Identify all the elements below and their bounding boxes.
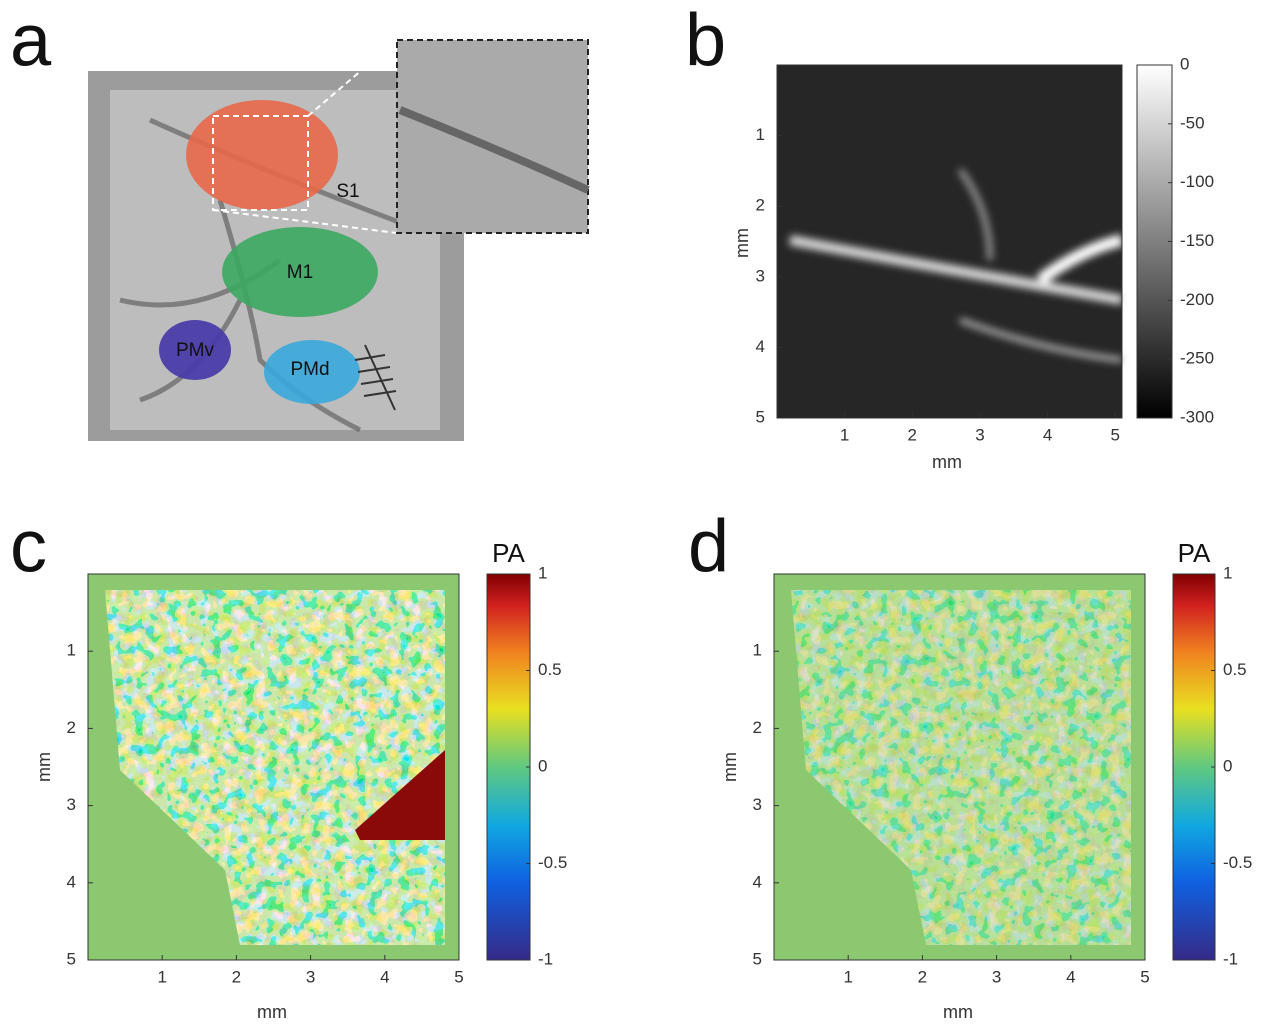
colorbar-tick-label: -50 bbox=[1180, 113, 1205, 132]
y-tick-label: 1 bbox=[756, 125, 765, 144]
colorbar-title: PA bbox=[1178, 538, 1211, 568]
colorbar-title: PA bbox=[492, 538, 525, 568]
x-tick-label: 3 bbox=[306, 967, 315, 986]
colorbar-tick-label: -1 bbox=[538, 949, 553, 968]
x-tick-label: 1 bbox=[840, 425, 849, 444]
colorbar-tick-label: 0 bbox=[1223, 756, 1232, 775]
x-tick-label: 4 bbox=[1066, 967, 1075, 986]
x-tick-label: 5 bbox=[1140, 967, 1149, 986]
colorbar-tick-label: 0.5 bbox=[538, 660, 562, 679]
y-tick-label: 2 bbox=[67, 718, 76, 737]
y-tick-label: 2 bbox=[753, 718, 762, 737]
colorbar-tick-label: -200 bbox=[1180, 290, 1214, 309]
colorbar-tick-label: 1 bbox=[538, 563, 547, 582]
x-tick-label: 4 bbox=[1043, 425, 1052, 444]
colorbar-tick-label: 1 bbox=[1223, 563, 1232, 582]
y-axis-label: mm bbox=[34, 752, 54, 782]
y-tick-label: 3 bbox=[67, 795, 76, 814]
colorbar-tick-label: 0 bbox=[1180, 54, 1189, 73]
x-axis-label: mm bbox=[943, 1002, 973, 1022]
inset bbox=[397, 40, 588, 233]
colorbar-tick-label: -250 bbox=[1180, 349, 1214, 368]
colorbar-tick-label: -0.5 bbox=[1223, 853, 1252, 872]
region-label: M1 bbox=[287, 262, 313, 283]
panel-label: b bbox=[685, 0, 726, 82]
region-label: S1 bbox=[336, 181, 359, 202]
y-tick-label: 4 bbox=[67, 872, 76, 891]
y-tick-label: 5 bbox=[753, 949, 762, 968]
y-tick-label: 4 bbox=[753, 872, 762, 891]
pa-image bbox=[777, 65, 1122, 418]
x-tick-label: 5 bbox=[454, 967, 463, 986]
x-axis-label: mm bbox=[257, 1002, 287, 1022]
x-tick-label: 4 bbox=[380, 967, 389, 986]
x-tick-label: 2 bbox=[232, 967, 241, 986]
y-axis-label: mm bbox=[720, 752, 740, 782]
x-tick-label: 2 bbox=[908, 425, 917, 444]
panel-label: d bbox=[688, 505, 729, 588]
colorbar-tick-label: -150 bbox=[1180, 231, 1214, 250]
colorbar-tick-label: -100 bbox=[1180, 172, 1214, 191]
colorbar-tick-label: 0 bbox=[538, 756, 547, 775]
figure: a S1 M1 PMv PMd b 1 2 3 4 5 1 2 3 bbox=[0, 0, 1268, 1027]
x-tick-label: 3 bbox=[975, 425, 984, 444]
x-axis-label: mm bbox=[932, 452, 962, 472]
colorbar bbox=[1173, 574, 1215, 960]
x-tick-label: 1 bbox=[157, 967, 166, 986]
colorbar-tick-label: -0.5 bbox=[538, 853, 567, 872]
y-tick-label: 2 bbox=[756, 196, 765, 215]
region-label: PMv bbox=[176, 340, 215, 361]
colorbar-tick-label: 0.5 bbox=[1223, 660, 1247, 679]
panel-a: a S1 M1 PMv PMd bbox=[10, 0, 588, 441]
y-tick-label: 1 bbox=[67, 641, 76, 660]
y-tick-label: 1 bbox=[753, 641, 762, 660]
y-tick-label: 3 bbox=[753, 795, 762, 814]
region-s1 bbox=[186, 100, 338, 210]
colorbar-tick-label: -1 bbox=[1223, 949, 1238, 968]
y-axis-label: mm bbox=[732, 228, 752, 258]
y-tick-label: 5 bbox=[67, 949, 76, 968]
x-tick-label: 2 bbox=[918, 967, 927, 986]
x-tick-label: 1 bbox=[843, 967, 852, 986]
x-tick-label: 3 bbox=[992, 967, 1001, 986]
y-tick-label: 4 bbox=[756, 337, 765, 356]
x-tick-label: 5 bbox=[1111, 425, 1120, 444]
panel-label: a bbox=[10, 0, 52, 82]
y-tick-label: 5 bbox=[756, 407, 765, 426]
colorbar-tick-label: -300 bbox=[1180, 407, 1214, 426]
colorbar bbox=[487, 574, 530, 960]
colorbar bbox=[1137, 65, 1172, 418]
panel-label: c bbox=[10, 505, 47, 588]
y-tick-label: 3 bbox=[756, 266, 765, 285]
region-label: PMd bbox=[290, 359, 329, 380]
